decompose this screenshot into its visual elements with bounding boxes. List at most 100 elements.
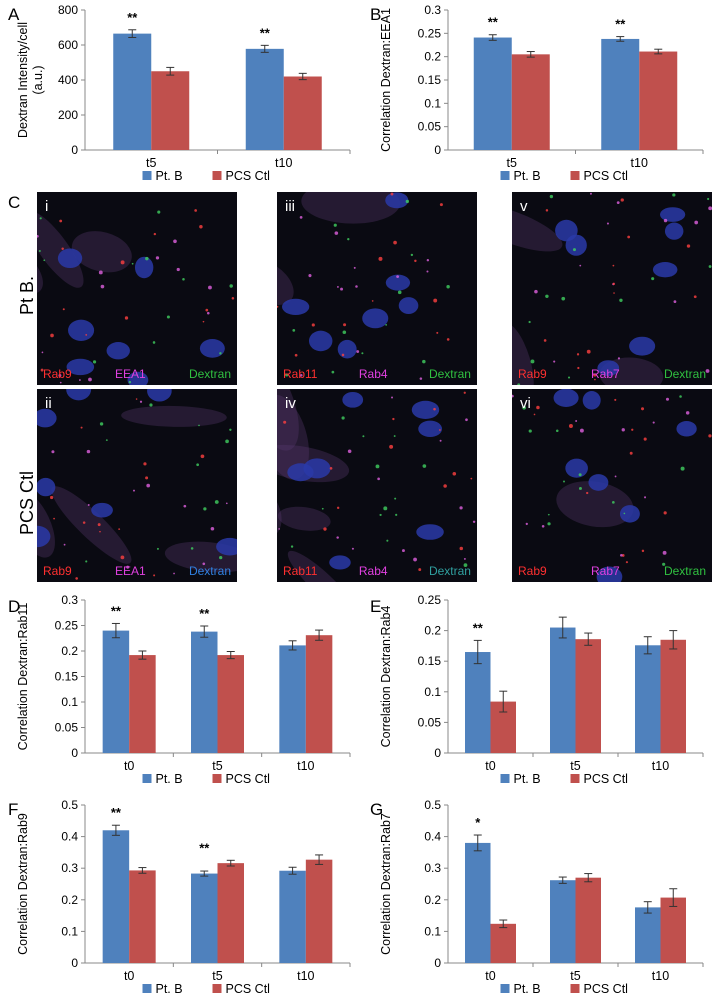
y-tick-label: 0.1 <box>61 924 78 938</box>
bar-pcs-ctl <box>305 859 333 963</box>
significance-marker: ** <box>127 10 138 25</box>
vesicle <box>463 557 466 560</box>
bar-pt-b <box>113 33 152 150</box>
vesicle <box>85 334 88 336</box>
significance-marker: ** <box>260 25 271 40</box>
vesicle <box>613 292 615 294</box>
vesicle <box>62 308 65 311</box>
stain-labels: Rab11 Rab4 Dextran <box>277 564 477 578</box>
y-tick-label: 0.3 <box>424 861 441 875</box>
vesicle <box>290 545 294 548</box>
vesicle <box>63 543 66 546</box>
vesicle <box>673 300 677 304</box>
vesicle <box>219 352 222 355</box>
vesicle <box>285 373 289 377</box>
micrograph-tile: iii Rab11 Rab4 Dextran <box>277 192 477 385</box>
vesicle <box>176 267 180 272</box>
y-tick-label: 0.1 <box>424 685 441 699</box>
vesicle <box>694 220 699 225</box>
vesicle <box>446 338 450 341</box>
chart-correlation-rab4: 0 0.05 0.1 0.15 0.2 0.25 Correlation Dextran:R… <box>379 593 704 786</box>
vesicle <box>277 305 279 308</box>
vesicle <box>545 294 549 299</box>
legend-label: Pt. B <box>156 772 183 786</box>
vesicle <box>155 256 160 260</box>
significance-marker: ** <box>488 15 499 30</box>
vesicle <box>100 284 105 289</box>
vesicle <box>371 300 374 302</box>
bar-pcs-ctl <box>511 54 550 151</box>
vesicle <box>612 264 615 267</box>
bar-pt-b <box>102 830 130 963</box>
vesicle <box>426 259 430 262</box>
nucleus <box>147 389 172 402</box>
vesicle <box>528 320 531 324</box>
vesicle <box>333 223 337 227</box>
vesicle <box>433 407 436 411</box>
bar-pt-b <box>245 48 284 150</box>
y-tick-label: 0.2 <box>424 624 441 638</box>
bar-pcs-ctl <box>151 71 190 150</box>
vesicle <box>397 290 402 295</box>
nucleus <box>416 524 444 540</box>
panel-letter-e: E <box>370 597 382 616</box>
tile-numeral: vi <box>520 395 531 412</box>
vesicle <box>575 420 578 422</box>
vesicle <box>294 353 298 357</box>
vesicle <box>225 439 229 444</box>
vesicle <box>196 463 200 467</box>
x-tick-label: t0 <box>124 969 134 983</box>
y-tick-label: 0.4 <box>424 830 441 844</box>
bar-pt-b <box>465 652 491 753</box>
stain-labels: Rab9 EEA1 Dextran <box>37 564 237 578</box>
vesicle <box>182 278 185 281</box>
y-tick-label: 0.2 <box>424 50 441 64</box>
significance-marker: * <box>475 815 481 830</box>
vesicle <box>82 521 86 524</box>
x-tick-label: t5 <box>570 759 580 773</box>
nucleus <box>596 566 623 582</box>
bar-pt-b <box>550 880 576 963</box>
vesicle <box>347 449 352 454</box>
nucleus <box>385 274 411 291</box>
row-label-pt-b: Pt B. <box>17 275 37 315</box>
vesicle <box>292 329 296 332</box>
vesicle <box>105 439 108 442</box>
y-axis-label: (a.u.) <box>31 65 45 94</box>
vesicle <box>329 467 333 470</box>
vesicle <box>612 282 616 286</box>
nucleus <box>303 458 331 479</box>
micrograph-tile: i Rab9 EEA1 Dextran <box>37 192 237 385</box>
vesicle <box>231 296 235 300</box>
nucleus <box>91 502 113 518</box>
stain-label: Dextran <box>428 367 471 381</box>
vesicle <box>86 449 91 454</box>
vesicle <box>395 513 398 516</box>
x-tick-label: t10 <box>297 969 314 983</box>
vesicle <box>549 194 554 199</box>
stain-labels: Rab11 Rab4 Dextran <box>277 367 477 381</box>
nucleus <box>411 400 440 419</box>
vesicle <box>651 277 655 281</box>
vesicle <box>50 333 54 338</box>
nucleus <box>37 477 56 497</box>
vesicle <box>78 379 81 381</box>
y-tick-label: 0.3 <box>424 3 441 17</box>
vesicle <box>308 274 312 278</box>
y-tick-label: 0.2 <box>61 893 78 907</box>
vesicle <box>686 244 691 248</box>
vesicle <box>43 259 46 262</box>
vesicle <box>199 224 203 229</box>
y-tick-label: 0.05 <box>418 120 442 134</box>
x-tick-label: t0 <box>124 759 134 773</box>
vesicle <box>131 262 134 265</box>
y-axis-label: Correlation Dextran:Rab4 <box>379 606 393 748</box>
y-axis-label: Dextran Intensity/cell <box>16 22 30 138</box>
y-tick-label: 0.4 <box>61 830 78 844</box>
micrograph-image <box>37 209 235 385</box>
vesicle <box>707 197 710 201</box>
vesicle <box>708 265 712 268</box>
vesicle <box>620 553 623 557</box>
vesicle <box>50 495 54 500</box>
x-tick-label: t5 <box>212 759 222 773</box>
